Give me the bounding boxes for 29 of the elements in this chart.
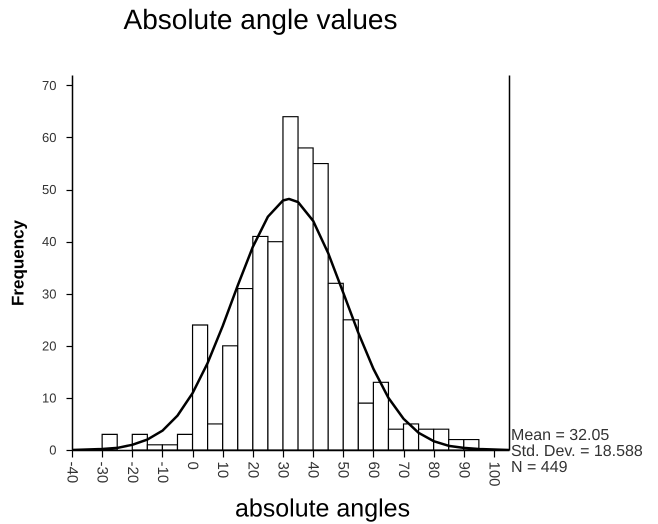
y-tick-label: 70 [42,78,56,93]
x-tick-label: -30 [94,462,111,484]
y-tick-label: 50 [42,182,56,198]
y-tick-label: 10 [42,390,56,406]
x-tick-label: 100 [485,462,502,487]
x-tick-label: 20 [244,462,262,478]
x-tick-label: 70 [395,462,412,478]
x-tick-label: 10 [214,462,232,478]
x-tick-label: 80 [425,462,442,478]
y-tick-label: 40 [42,234,56,250]
chart-title: Absolute angle values [124,4,398,35]
x-tick-label: 50 [334,462,352,478]
y-tick-label: 0 [49,442,56,458]
x-tick-label: -10 [154,462,171,484]
y-tick-label: 20 [42,338,56,354]
y-tick-label: 60 [42,130,56,145]
text: Std. Dev. = 18.588 [511,443,643,460]
x-axis-title: absolute angles [234,494,410,522]
text: Mean = 32.05 [511,427,610,444]
x-tick-label: -20 [124,462,141,484]
x-tick-label: 90 [455,462,472,478]
x-tick-label: 0 [184,462,202,470]
text: N = 449 [511,459,568,476]
y-tick-label: 30 [42,286,56,302]
x-tick-label: 40 [304,462,322,478]
y-axis-title: Frequency [8,219,28,306]
x-tick-label: 60 [364,462,382,478]
x-tick-label: -40 [64,462,80,484]
x-tick-label: 30 [274,462,292,478]
